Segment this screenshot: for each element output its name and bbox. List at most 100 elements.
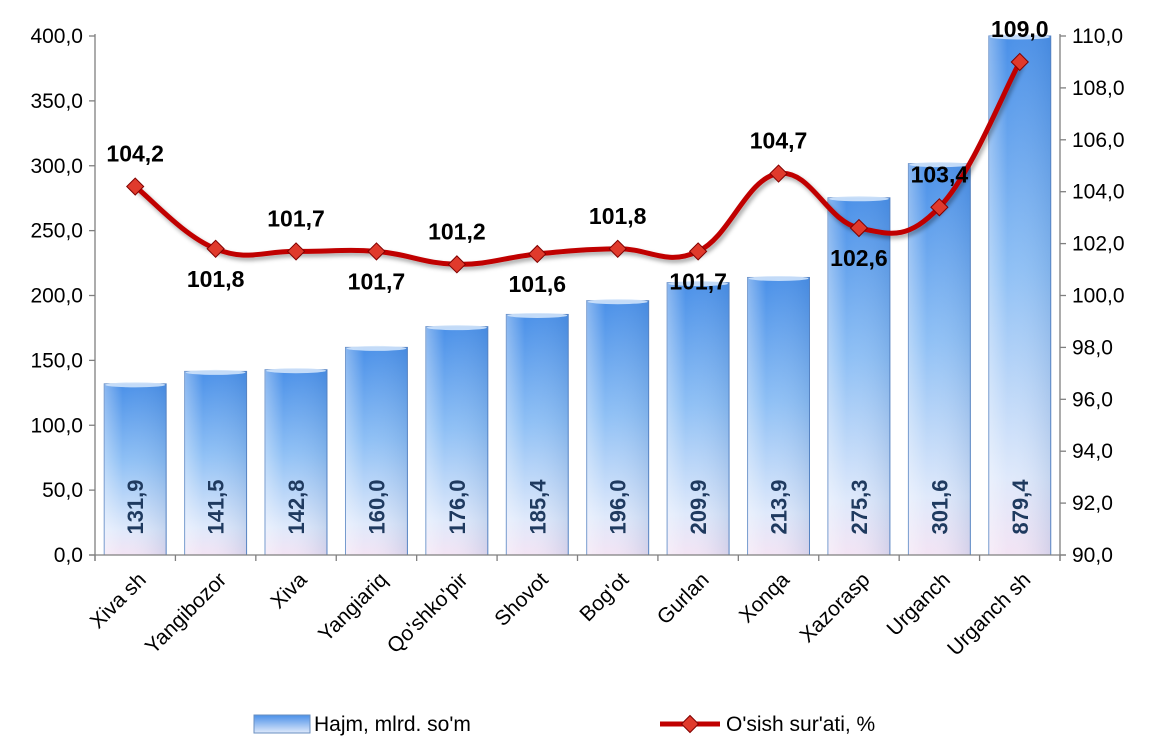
bar-shine [345, 347, 408, 555]
left-tick-label: 350,0 [30, 90, 83, 113]
left-tick-label: 300,0 [30, 155, 83, 178]
bar-shine [667, 282, 730, 555]
right-tick-label: 104,0 [1072, 181, 1125, 204]
category-label: Xiva sh [86, 568, 151, 633]
bar-top [507, 312, 568, 318]
bar-data-label: 142,8 [284, 479, 309, 534]
left-tick-label: 50,0 [42, 479, 83, 502]
right-tick-label: 106,0 [1072, 129, 1125, 152]
bar-shine [506, 314, 569, 555]
line-marker [126, 177, 145, 196]
line-data-label: 101,8 [187, 266, 245, 292]
bar-data-label: 176,0 [445, 479, 470, 534]
bar-top [748, 275, 809, 281]
right-tick-label: 102,0 [1072, 233, 1125, 256]
bar-data-label: 185,4 [525, 479, 550, 535]
labels-layer: 104,2 101,8 101,7 101,7 101,2 101,6 101,8 101,7… [106, 16, 1048, 297]
category-label: Urganch sh [943, 568, 1035, 660]
line-marker [447, 255, 467, 274]
left-tick-label: 250,0 [30, 220, 83, 243]
bar-top [668, 281, 729, 287]
bar-top [266, 368, 327, 374]
line-marker [688, 242, 708, 261]
category-label: Qo'shko'pir [383, 568, 473, 658]
legend-line-label: O'sish sur'ati, % [726, 713, 875, 736]
right-tick-label: 96,0 [1072, 388, 1113, 411]
left-tick-label: 400,0 [30, 25, 83, 48]
line-data-label: 102,6 [830, 245, 888, 271]
line-data-label: 101,8 [589, 203, 647, 229]
category-label: Xonqa [735, 568, 794, 627]
line-data-label: 103,4 [911, 161, 969, 187]
legend-line-marker [680, 714, 700, 734]
line-data-label: 109,0 [991, 16, 1049, 42]
bar-top [587, 299, 648, 305]
line-marker [367, 242, 386, 261]
line-marker [286, 242, 306, 261]
left-tick-label: 0,0 [54, 544, 83, 567]
legend-bar-label: Hajm, mlrd. so'm [314, 713, 471, 736]
right-tick-label: 98,0 [1072, 336, 1113, 359]
line-marker [206, 239, 225, 258]
bar-top [989, 34, 1050, 40]
legend: Hajm, mlrd. so'm O'sish sur'ati, % [253, 713, 875, 736]
right-tick-label: 110,0 [1072, 25, 1123, 48]
category-label: Urganch [883, 568, 955, 640]
bar-shine [827, 197, 890, 555]
bar-top [185, 369, 246, 375]
bar-data-label: 879,4 [1008, 479, 1033, 535]
line-data-label: 104,7 [750, 128, 808, 154]
line-marker [930, 198, 949, 217]
right-tick-label: 108,0 [1072, 77, 1125, 100]
left-tick-label: 100,0 [30, 414, 83, 437]
category-label: Gurlan [653, 568, 714, 629]
right-tick-label: 90,0 [1072, 544, 1113, 567]
bar-top [828, 196, 889, 202]
legend-bar-swatch [253, 714, 311, 734]
bar-data-label: 209,9 [686, 479, 711, 534]
bar-top [105, 382, 166, 388]
line-data-label: 101,7 [669, 268, 727, 294]
left-tick-label: 200,0 [30, 285, 83, 308]
line-data-label: 101,7 [267, 205, 325, 231]
bar-data-label: 131,9 [123, 479, 148, 534]
bar-shine [104, 383, 167, 555]
category-label: Bog'ot [575, 568, 633, 626]
bar-shine [988, 36, 1051, 555]
line-marker [528, 244, 547, 264]
line-marker [769, 164, 788, 183]
right-tick-label: 92,0 [1072, 492, 1113, 515]
line-data-label: 104,2 [106, 141, 164, 167]
bar-data-label: 275,3 [847, 479, 872, 534]
bar-data-label: 196,0 [606, 479, 631, 534]
line-marker [1010, 52, 1029, 72]
category-label: Shovot [490, 568, 553, 631]
line-layer [126, 52, 1029, 274]
line-data-label: 101,7 [348, 268, 406, 294]
category-label: Yangibozor [141, 568, 231, 658]
left-tick-label: 150,0 [30, 349, 83, 372]
bar-shine [425, 326, 488, 555]
line-data-label: 101,6 [509, 271, 567, 297]
bar-data-label: 301,6 [927, 479, 952, 534]
bar-data-label: 160,0 [364, 479, 389, 534]
bar-data-label: 213,9 [767, 479, 792, 534]
bar-shine [908, 163, 971, 555]
line-marker [849, 218, 869, 238]
right-tick-label: 94,0 [1072, 440, 1113, 463]
bar-shine [184, 371, 247, 555]
category-label: Xazorasp [795, 568, 874, 647]
bar-top [909, 162, 970, 168]
right-tick-label: 100,0 [1072, 285, 1125, 308]
growth-line [133, 60, 1022, 267]
bar-top [426, 325, 487, 331]
bar-shine [747, 277, 810, 555]
line-marker [608, 239, 627, 258]
category-label: Xiva [266, 568, 311, 613]
bar-shine [586, 300, 649, 555]
line-data-label: 101,2 [428, 218, 486, 244]
bar-shine [265, 369, 328, 555]
category-label: Yangiariq [314, 568, 392, 646]
